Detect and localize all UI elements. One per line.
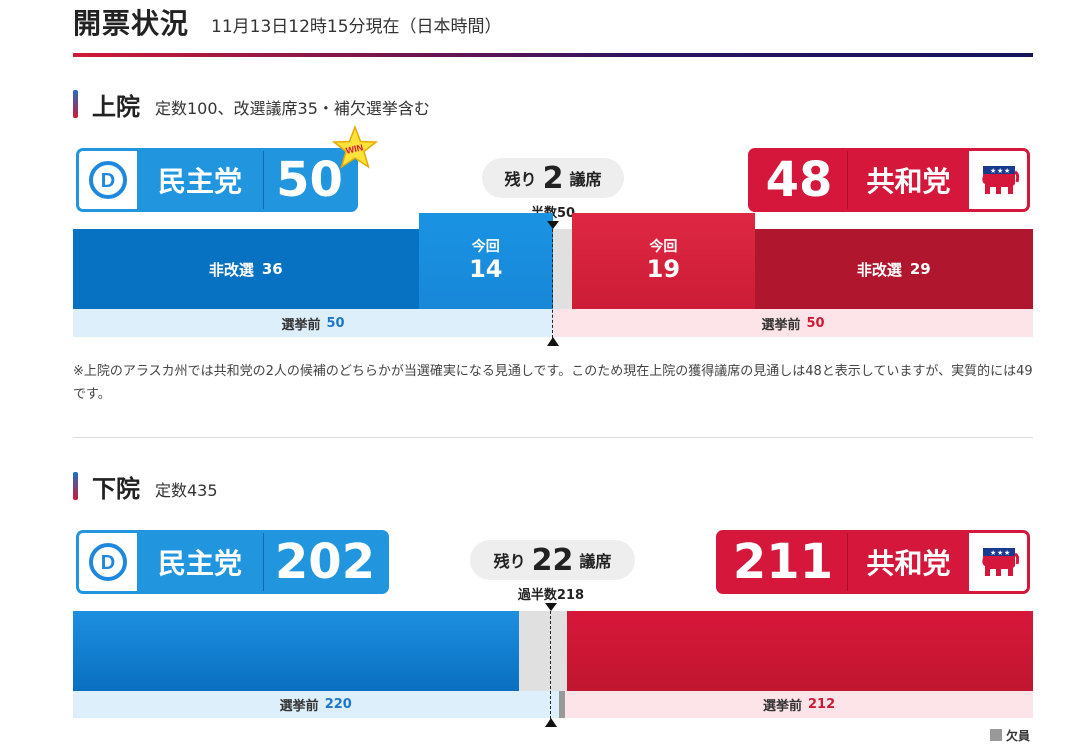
- house-section-marker: [73, 472, 78, 500]
- section-divider: [73, 437, 1033, 438]
- senate-majority-marker-bottom: [547, 337, 559, 346]
- senate-remaining-label: 残り: [504, 170, 537, 189]
- house-rep-segment: [567, 611, 1033, 691]
- senate-majority-line: [552, 229, 553, 338]
- senate-before-dem-value: 50: [326, 315, 345, 331]
- svg-text:★: ★: [1004, 549, 1010, 557]
- senate-subtitle: 定数100、改選議席35・補欠選挙含む: [155, 99, 430, 118]
- senate-rep-this-label: 今回: [649, 239, 678, 256]
- senate-rep-this-segment: 今回 19: [572, 213, 755, 309]
- house-majority-label: 過半数218: [517, 588, 585, 603]
- senate-rep-name: 共和党: [847, 151, 969, 209]
- house-remaining-count: 22: [531, 542, 574, 578]
- house-before-rep-label: 選挙前: [762, 699, 802, 714]
- senate-dem-not-up-label: 非改選: [208, 260, 254, 279]
- senate-remaining: 残り 2 議席: [482, 158, 624, 198]
- house-dem-name: 民主党: [157, 547, 242, 580]
- house-before-rep-value: 212: [807, 697, 836, 712]
- house-before-dem-label: 選挙前: [279, 699, 319, 714]
- house-before-vacant: [558, 691, 566, 718]
- senate-rep-this-value: 19: [646, 254, 681, 283]
- house-remaining-label: 残り: [493, 552, 526, 571]
- svg-text:D: D: [101, 552, 115, 574]
- senate-before-rep-label: 選挙前: [761, 317, 801, 333]
- page-title: 開票状況: [73, 7, 190, 40]
- democrat-logo-icon: D: [79, 151, 137, 209]
- house-title: 下院: [92, 475, 140, 503]
- house-dem-seats: 202: [263, 533, 386, 591]
- header-divider: [73, 53, 1033, 57]
- senate-rep-box: 48 共和党 ★ ★ ★: [748, 148, 1030, 212]
- senate-before-dem: 選挙前 50: [73, 309, 553, 337]
- svg-text:D: D: [101, 170, 115, 192]
- house-rep-name: 共和党: [847, 533, 969, 591]
- senate-remaining-count: 2: [542, 160, 564, 196]
- senate-dem-box: D 民主党 50: [76, 148, 358, 212]
- house-majority-marker-bottom: [545, 718, 557, 727]
- senate-dem-seats: 50: [263, 151, 355, 209]
- senate-dem-this-value: 14: [469, 254, 503, 283]
- house-rep-box: 211 共和党 ★ ★ ★: [716, 530, 1030, 594]
- svg-text:★: ★: [1004, 167, 1010, 175]
- senate-majority-marker-top: [547, 221, 559, 229]
- republican-logo-icon: ★ ★ ★: [969, 151, 1027, 209]
- update-timestamp: 11月13日12時15分現在（日本時間）: [211, 17, 502, 37]
- senate-rep-not-up-value: 29: [909, 260, 931, 278]
- senate-note: ※上院のアラスカ州では共和党の2人の候補のどちらかが当選確実になる見通しです。こ…: [73, 364, 1033, 402]
- vacant-legend-swatch: [990, 729, 1002, 741]
- house-seat-bar: [73, 611, 1033, 691]
- senate-dem-this-label: 今回: [471, 239, 500, 256]
- senate-rep-seats: 48: [765, 152, 833, 208]
- house-majority-line: [550, 611, 551, 719]
- svg-text:★: ★: [997, 549, 1003, 557]
- senate-dem-name: 民主党: [157, 165, 242, 198]
- senate-title: 上院: [92, 93, 140, 121]
- senate-seat-bar: 非改選 36 今回 14 今回 19 非改選 29: [73, 213, 1033, 309]
- house-rep-seats: 211: [732, 534, 834, 590]
- senate-remaining-unit: 議席: [569, 170, 602, 189]
- house-majority-marker-top: [545, 603, 557, 611]
- win-badge-text: WIN: [345, 142, 364, 155]
- senate-rep-not-up-label: 非改選: [856, 260, 902, 279]
- svg-text:★: ★: [997, 167, 1003, 175]
- senate-dem-not-up-value: 36: [261, 260, 283, 278]
- senate-before-rep-value: 50: [806, 315, 825, 331]
- house-before-dem: 選挙前 220: [73, 691, 559, 718]
- house-remaining: 残り 22 議席: [470, 540, 635, 580]
- vacant-legend-label: 欠員: [1006, 729, 1031, 743]
- senate-dem-this-segment: 今回 14: [418, 213, 553, 309]
- house-before-rep: 選挙前 212: [565, 691, 1033, 718]
- house-dem-segment: [73, 611, 519, 691]
- house-before-dem-value: 220: [324, 697, 352, 712]
- senate-undecided-segment: [553, 229, 573, 309]
- senate-before-rep: 選挙前 50: [553, 309, 1033, 337]
- republican-logo-icon: ★ ★ ★: [969, 533, 1027, 591]
- house-remaining-unit: 議席: [579, 552, 612, 571]
- house-subtitle: 定数435: [155, 481, 218, 500]
- house-dem-box: D 民主党 202: [76, 530, 389, 594]
- win-star-icon: WIN: [331, 124, 379, 171]
- svg-text:★: ★: [990, 167, 996, 175]
- svg-text:★: ★: [990, 549, 996, 557]
- house-undecided-segment: [518, 611, 568, 691]
- democrat-logo-icon: D: [79, 533, 137, 591]
- senate-section-marker: [73, 90, 78, 118]
- senate-before-dem-label: 選挙前: [281, 317, 321, 333]
- senate-dem-not-up-segment: 非改選 36: [73, 229, 419, 309]
- senate-rep-not-up-segment: 非改選 29: [754, 229, 1033, 309]
